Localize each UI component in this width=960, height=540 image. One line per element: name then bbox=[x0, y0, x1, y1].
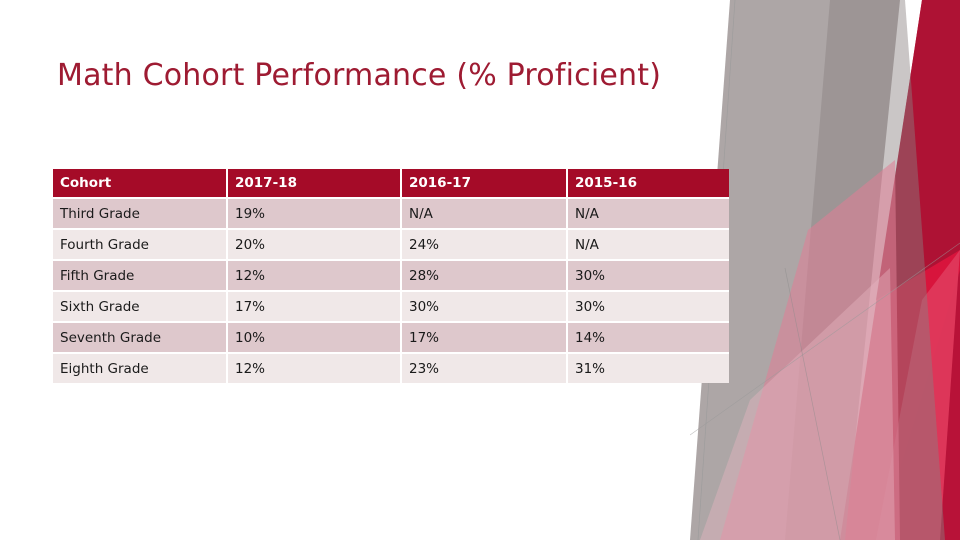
decoration-svg bbox=[690, 0, 960, 540]
table-row: Fourth Grade 20% 24% N/A bbox=[53, 228, 729, 259]
cell-2015-16: N/A bbox=[568, 197, 729, 228]
cell-2016-17: 24% bbox=[402, 228, 568, 259]
cell-2016-17: 17% bbox=[402, 321, 568, 352]
table-row: Eighth Grade 12% 23% 31% bbox=[53, 352, 729, 383]
column-header-cohort: Cohort bbox=[53, 169, 228, 197]
table-row: Sixth Grade 17% 30% 30% bbox=[53, 290, 729, 321]
table-header: Cohort 2017-18 2016-17 2015-16 bbox=[53, 169, 729, 197]
column-header-2015-16: 2015-16 bbox=[568, 169, 729, 197]
cell-cohort: Sixth Grade bbox=[53, 290, 228, 321]
table-header-row: Cohort 2017-18 2016-17 2015-16 bbox=[53, 169, 729, 197]
decor-hairline-2 bbox=[690, 242, 960, 436]
cell-2015-16: N/A bbox=[568, 228, 729, 259]
cell-2017-18: 19% bbox=[228, 197, 402, 228]
table-row: Fifth Grade 12% 28% 30% bbox=[53, 259, 729, 290]
cell-2017-18: 17% bbox=[228, 290, 402, 321]
table-row: Seventh Grade 10% 17% 14% bbox=[53, 321, 729, 352]
cell-2015-16: 14% bbox=[568, 321, 729, 352]
cell-2016-17: 28% bbox=[402, 259, 568, 290]
cell-2015-16: 30% bbox=[568, 259, 729, 290]
cell-cohort: Third Grade bbox=[53, 197, 228, 228]
math-cohort-performance-table: Cohort 2017-18 2016-17 2015-16 Third Gra… bbox=[53, 169, 729, 383]
cell-cohort: Fourth Grade bbox=[53, 228, 228, 259]
decor-shape-lightpink-overlay bbox=[700, 268, 895, 540]
cell-2017-18: 12% bbox=[228, 259, 402, 290]
cell-2016-17: 23% bbox=[402, 352, 568, 383]
column-header-2016-17: 2016-17 bbox=[402, 169, 568, 197]
cell-2016-17: 30% bbox=[402, 290, 568, 321]
cell-2017-18: 20% bbox=[228, 228, 402, 259]
cell-2015-16: 30% bbox=[568, 290, 729, 321]
decor-hairline-3 bbox=[784, 267, 841, 540]
angled-polygon-corner-graphic bbox=[690, 0, 960, 540]
cell-2016-17: N/A bbox=[402, 197, 568, 228]
decor-shape-darkred-upper bbox=[876, 0, 960, 300]
cell-2017-18: 12% bbox=[228, 352, 402, 383]
table-row: Third Grade 19% N/A N/A bbox=[53, 197, 729, 228]
cell-cohort: Eighth Grade bbox=[53, 352, 228, 383]
cell-cohort: Seventh Grade bbox=[53, 321, 228, 352]
table-body: Third Grade 19% N/A N/A Fourth Grade 20%… bbox=[53, 197, 729, 383]
cell-2015-16: 31% bbox=[568, 352, 729, 383]
page-title: Math Cohort Performance (% Proficient) bbox=[57, 58, 662, 93]
column-header-2017-18: 2017-18 bbox=[228, 169, 402, 197]
cell-cohort: Fifth Grade bbox=[53, 259, 228, 290]
cell-2017-18: 10% bbox=[228, 321, 402, 352]
